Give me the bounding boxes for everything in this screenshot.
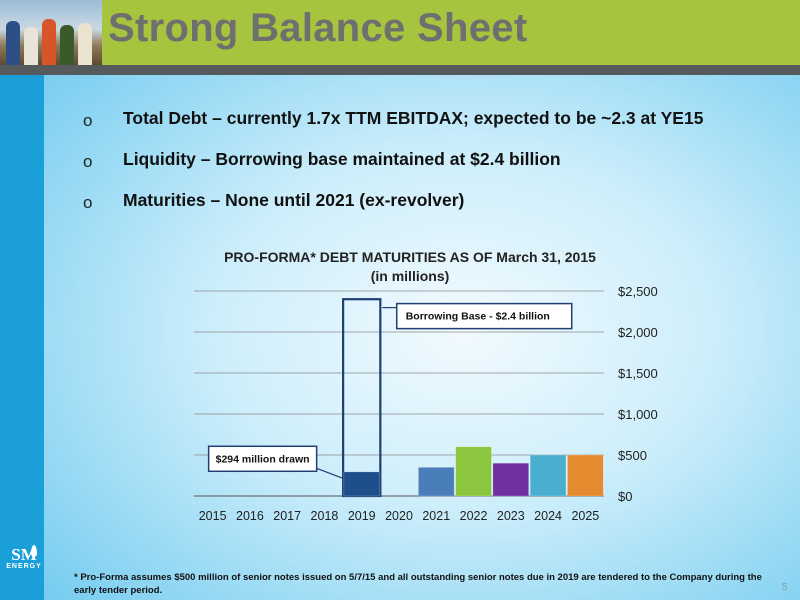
bullet-item: o Maturities – None until 2021 (ex-revol… — [83, 190, 783, 216]
bullet-item: o Liquidity – Borrowing base maintained … — [83, 149, 783, 175]
bar-2021 — [418, 466, 455, 497]
x-tick-label: 2020 — [385, 509, 413, 523]
x-tick-label: 2022 — [460, 509, 488, 523]
callout-leader — [316, 467, 343, 479]
x-tick-label: 2019 — [348, 509, 376, 523]
bullet-marker: o — [83, 152, 93, 171]
drawn-callout-text: $294 million drawn — [216, 453, 310, 465]
logo-subtext: ENERGY — [6, 563, 42, 570]
drawn-callout-box — [207, 445, 318, 473]
bullet-item: o Total Debt – currently 1.7x TTM EBITDA… — [83, 108, 783, 134]
x-tick-label: 2017 — [273, 509, 301, 523]
company-logo: SM ENERGY — [4, 546, 44, 570]
y-tick-label: $0 — [618, 489, 632, 504]
borrowing-base-outline — [342, 298, 382, 498]
y-tick-label: $1,500 — [618, 366, 658, 381]
x-tick-label: 2016 — [236, 509, 264, 523]
chart-subtitle: (in millions) — [370, 268, 450, 284]
header-photo — [0, 0, 102, 65]
header-bar: Strong Balance Sheet — [0, 0, 800, 65]
y-tick-label: $1,000 — [618, 407, 658, 422]
left-sidebar — [0, 75, 44, 600]
bullet-marker: o — [83, 111, 93, 130]
slide-title: Strong Balance Sheet — [108, 6, 528, 50]
borrowing-base-callout-text: Borrowing Base - $2.4 billion — [406, 311, 550, 323]
y-tick-label: $2,000 — [618, 325, 658, 340]
bar-2025 — [567, 454, 604, 497]
bar-2023 — [492, 462, 530, 497]
bullet-text: Maturities – None until 2021 (ex-revolve… — [123, 190, 465, 210]
bar-2024 — [529, 454, 567, 497]
x-tick-label: 2015 — [199, 509, 227, 523]
y-tick-label: $500 — [618, 448, 647, 463]
bullet-text: Total Debt – currently 1.7x TTM EBITDAX;… — [123, 108, 704, 128]
x-tick-label: 2024 — [534, 509, 562, 523]
x-tick-label: 2023 — [497, 509, 525, 523]
chart-title-block: PRO-FORMA* DEBT MATURITIES AS OF March 3… — [180, 248, 640, 286]
footnote: * Pro-Forma assumes $500 million of seni… — [74, 572, 762, 596]
y-tick-label: $2,500 — [618, 284, 658, 299]
x-tick-label: 2025 — [571, 509, 599, 523]
chart-title: PRO-FORMA* DEBT MATURITIES AS OF March 3… — [224, 249, 596, 265]
bullet-list: o Total Debt – currently 1.7x TTM EBITDA… — [83, 108, 783, 231]
x-tick-label: 2021 — [422, 509, 450, 523]
logo-text: SM — [11, 545, 37, 564]
bar-2019 — [343, 471, 380, 497]
borrowing-base-callout-box — [395, 302, 573, 330]
header-divider — [0, 65, 800, 75]
x-tick-label: 2018 — [311, 509, 339, 523]
bullet-text: Liquidity – Borrowing base maintained at… — [123, 149, 561, 169]
page-number: 5 — [782, 582, 788, 593]
bullet-marker: o — [83, 193, 93, 212]
bar-2022 — [455, 446, 492, 497]
flame-icon — [31, 545, 37, 557]
